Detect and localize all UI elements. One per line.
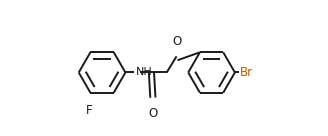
Text: O: O <box>148 107 157 120</box>
Text: O: O <box>172 35 181 48</box>
Text: NH: NH <box>136 67 153 77</box>
Text: F: F <box>86 104 93 117</box>
Text: Br: Br <box>240 66 254 79</box>
